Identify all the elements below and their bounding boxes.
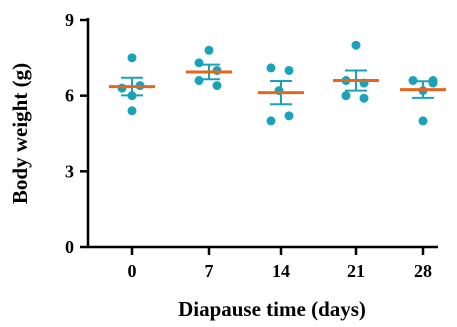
data-point <box>212 81 222 91</box>
y-tick-label: 6 <box>65 86 74 106</box>
data-point <box>284 111 294 121</box>
data-point <box>194 76 204 86</box>
x-tick-label: 21 <box>347 261 365 281</box>
plot-area: 0 3 6 9 0 7 14 21 28 <box>65 10 446 281</box>
data-point <box>117 83 127 93</box>
x-tick-label: 14 <box>272 261 290 281</box>
y-tick-label: 9 <box>65 10 74 30</box>
data-point <box>212 65 222 75</box>
data-point <box>266 116 276 126</box>
data-point <box>127 91 137 101</box>
x-tick-label: 0 <box>128 261 137 281</box>
data-point <box>127 53 137 63</box>
x-tick-label: 28 <box>414 261 432 281</box>
data-point <box>428 78 438 88</box>
y-axis-title: Body weight (g) <box>8 63 32 204</box>
data-point <box>284 65 294 75</box>
data-point <box>204 45 214 55</box>
data-point <box>266 63 276 73</box>
y-tick-label: 0 <box>65 237 74 257</box>
data-point <box>127 106 137 116</box>
data-point <box>418 116 428 126</box>
y-tick-label: 3 <box>65 161 74 181</box>
data-point <box>359 93 369 103</box>
x-axis-title: Diapause time (days) <box>178 297 366 321</box>
x-tick-label: 7 <box>205 261 214 281</box>
data-point <box>194 58 204 68</box>
data-point <box>341 91 351 101</box>
data-point <box>408 76 418 86</box>
data-point <box>351 40 361 50</box>
